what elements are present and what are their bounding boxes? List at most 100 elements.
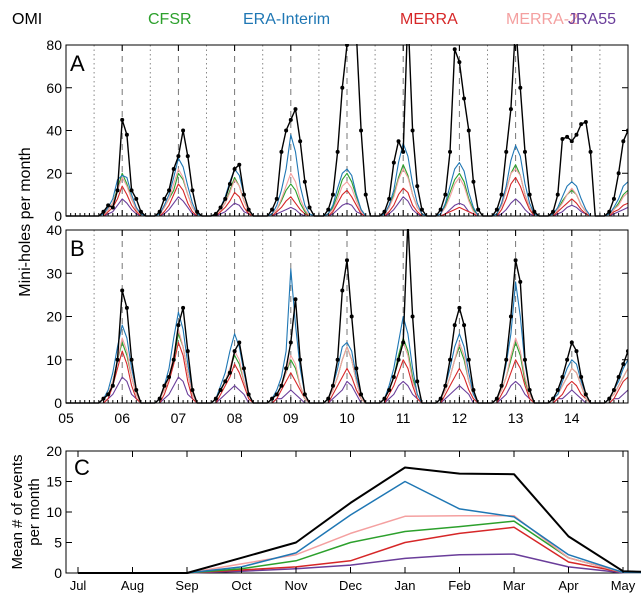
- y-tick-label: 30: [46, 265, 62, 281]
- omi-point: [293, 297, 298, 302]
- omi-point: [452, 323, 457, 328]
- panel-label: C: [74, 455, 90, 480]
- omi-point: [565, 134, 570, 139]
- omi-point: [354, 32, 358, 36]
- omi-point: [120, 288, 125, 293]
- omi-point: [513, 258, 518, 263]
- y-tick-label: 5: [54, 535, 62, 551]
- x-tick-label: Sep: [175, 578, 198, 593]
- legend-merra-2: MERRA-2: [506, 11, 578, 28]
- omi-point: [124, 132, 129, 137]
- omi-point: [631, 118, 635, 122]
- omi-point: [218, 205, 223, 210]
- omi-point: [551, 396, 556, 401]
- x-tick-label: 13: [508, 410, 524, 426]
- omi-point: [466, 357, 471, 362]
- omi-point: [101, 209, 106, 214]
- legend: OMI CFSR ERA-Interim MERRA MERRA-2 JRA55: [12, 11, 616, 28]
- omi-point: [298, 357, 303, 362]
- omi-point: [457, 305, 462, 310]
- omi-point: [359, 128, 364, 133]
- y-tick-label: 20: [46, 309, 62, 325]
- omi-point: [274, 392, 279, 397]
- y-tick-label: 40: [46, 123, 62, 139]
- omi-point: [522, 357, 527, 362]
- omi-point: [588, 149, 593, 154]
- x-tick-label: Nov: [284, 578, 308, 593]
- omi-point: [106, 203, 111, 208]
- omi-point: [448, 149, 453, 154]
- omi-point: [635, 81, 639, 85]
- omi-point: [499, 192, 504, 197]
- omi-point: [274, 196, 279, 201]
- omi-point: [382, 209, 387, 214]
- omi-point: [115, 188, 120, 193]
- omi-point: [134, 196, 139, 201]
- series-line-jra55: [78, 553, 641, 574]
- panel-b: 0 10 20 30 40 B 05 06 07 08 09 10 11 12 13 14: [41, 222, 639, 426]
- omi-point: [504, 149, 509, 154]
- omi-point: [551, 209, 556, 214]
- plot-frame: [65, 450, 629, 574]
- legend-era-interim: ERA-Interim: [243, 11, 330, 28]
- x-tick-label: 11: [396, 410, 411, 426]
- omi-point: [340, 85, 345, 90]
- omi-point: [246, 207, 251, 212]
- omi-point: [401, 149, 406, 154]
- omi-point: [527, 388, 532, 393]
- omi-point: [574, 349, 579, 354]
- omi-point: [443, 192, 448, 197]
- omi-point: [227, 181, 232, 186]
- omi-point: [354, 366, 359, 371]
- omi-point: [335, 357, 340, 362]
- y-axis-label-line: per month: [26, 478, 43, 546]
- series-line-era-interim: [78, 480, 641, 574]
- omi-point: [241, 366, 246, 371]
- omi-point: [508, 314, 513, 319]
- omi-point: [574, 132, 579, 137]
- x-tick-label: 09: [283, 410, 299, 426]
- omi-point: [387, 388, 392, 393]
- omi-point: [560, 137, 565, 142]
- omi-point: [565, 357, 570, 362]
- omi-point: [232, 166, 237, 171]
- omi-point: [41, 171, 45, 175]
- omi-point: [560, 375, 565, 380]
- omi-point: [181, 305, 186, 310]
- omi-point: [518, 279, 523, 284]
- legend-merra: MERRA: [400, 11, 458, 28]
- omi-point: [298, 139, 303, 144]
- omi-point: [387, 196, 392, 201]
- omi-point: [340, 288, 345, 293]
- omi-point: [227, 370, 232, 375]
- omi-point: [190, 388, 195, 393]
- omi-point: [246, 392, 251, 397]
- y-tick-label: 0: [54, 565, 62, 581]
- omi-point: [167, 375, 172, 380]
- omi-point: [518, 85, 523, 90]
- omi-point: [185, 154, 190, 159]
- omi-point: [350, 11, 354, 15]
- omi-point: [555, 388, 560, 393]
- omi-point: [157, 209, 162, 214]
- x-tick-label: Mar: [503, 578, 526, 593]
- omi-point: [635, 366, 639, 370]
- omi-point: [106, 392, 111, 397]
- omi-point: [579, 375, 584, 380]
- omi-point: [607, 396, 612, 401]
- x-tick-label: Oct: [231, 578, 252, 593]
- omi-point: [171, 357, 176, 362]
- omi-point: [284, 366, 289, 371]
- omi-point: [569, 139, 574, 144]
- omi-point: [41, 358, 45, 362]
- legend-jra55: JRA55: [568, 11, 616, 28]
- omi-point: [185, 349, 190, 354]
- omi-point: [138, 209, 143, 214]
- omi-point: [223, 379, 228, 384]
- omi-point: [583, 392, 588, 397]
- omi-point: [162, 196, 167, 201]
- omi-point: [621, 139, 626, 144]
- x-tick-label: Dec: [339, 578, 363, 593]
- omi-point: [36, 188, 40, 192]
